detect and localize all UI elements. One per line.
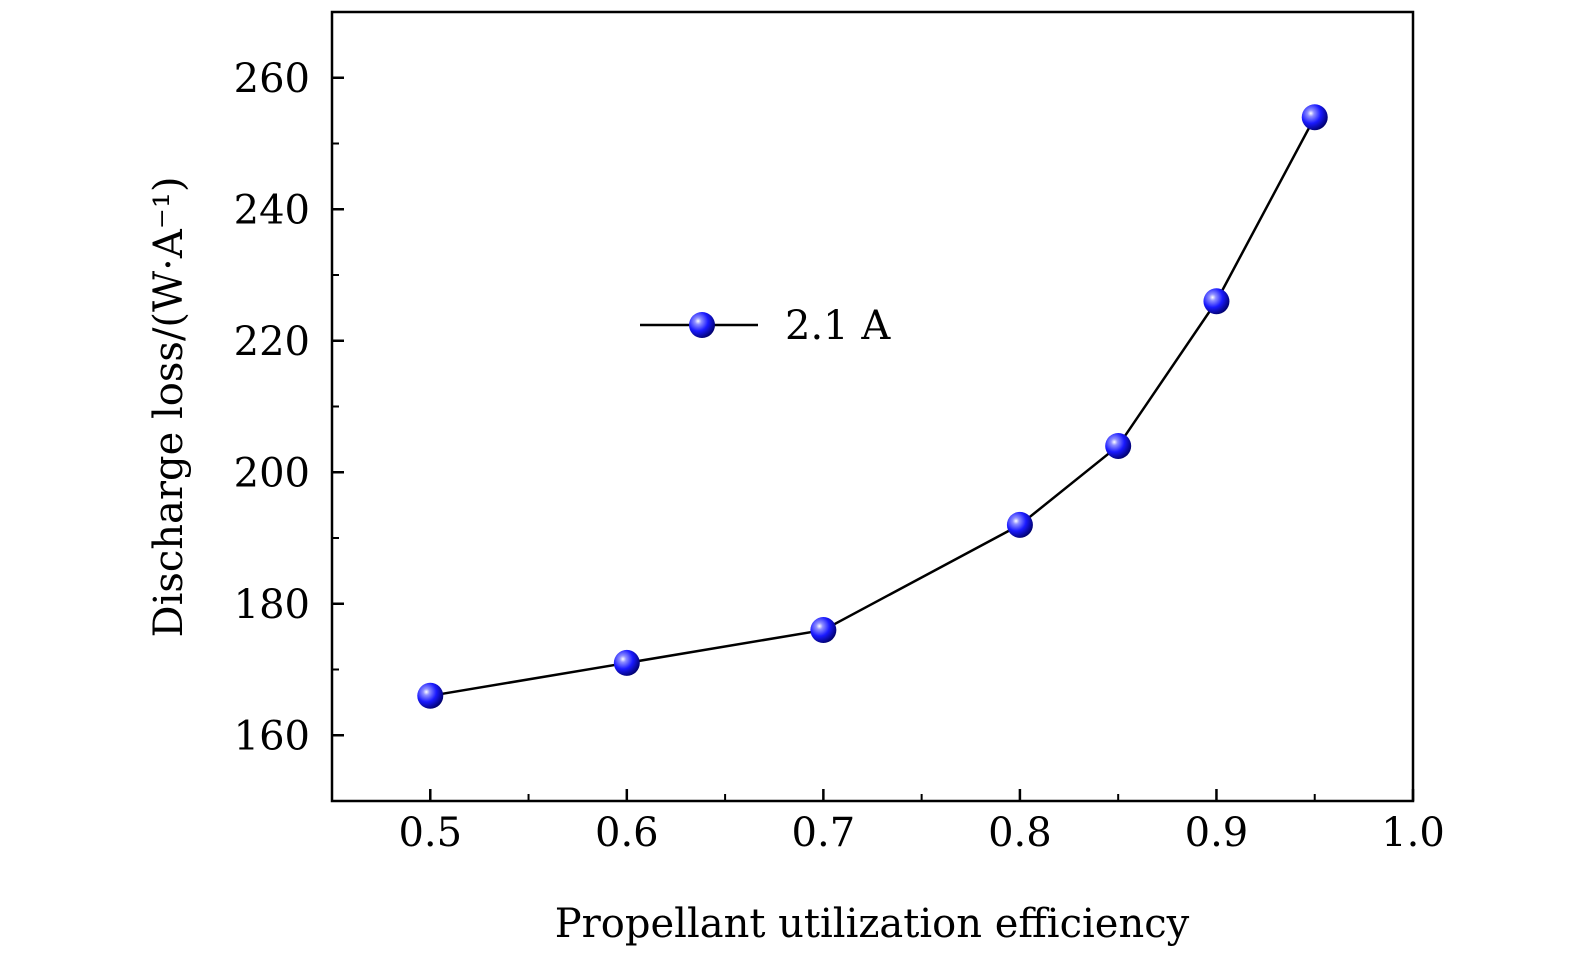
y-tick-label: 240	[234, 187, 310, 233]
y-tick-label: 160	[234, 713, 310, 759]
legend-label: 2.1 A	[785, 303, 891, 349]
y-tick-label: 260	[234, 56, 310, 102]
x-tick-label: 1.0	[1381, 810, 1445, 856]
y-axis-title: Discharge loss/(W·A⁻¹)	[146, 177, 192, 638]
x-tick-label: 0.6	[595, 810, 659, 856]
plot-area-frame	[330, 10, 1415, 803]
x-axis-title: Propellant utilization efficiency	[555, 901, 1190, 947]
data-point	[1301, 104, 1328, 131]
y-axis-ticks	[332, 76, 344, 737]
data-point	[1105, 432, 1132, 459]
data-point	[417, 682, 444, 709]
legend-marker	[689, 312, 715, 338]
y-tick-label: 200	[234, 450, 310, 496]
legend: 2.1 A	[640, 303, 891, 349]
data-point	[1006, 511, 1033, 538]
y-tick-label: 220	[234, 319, 310, 365]
x-tick-label: 0.7	[792, 810, 856, 856]
x-tick-label: 0.8	[988, 810, 1052, 856]
data-point	[1203, 288, 1230, 315]
data-point	[613, 649, 640, 676]
x-axis-ticks	[429, 789, 1415, 801]
y-axis-tick-labels: 160 180 200 220 240 260	[234, 56, 310, 760]
x-axis-tick-labels: 0.5 0.6 0.7 0.8 0.9 1.0	[398, 810, 1444, 856]
x-tick-label: 0.9	[1185, 810, 1249, 856]
y-tick-label: 180	[234, 582, 310, 628]
data-point	[810, 617, 837, 644]
x-tick-label: 0.5	[398, 810, 462, 856]
series-layer	[417, 104, 1328, 709]
series-line	[430, 116, 1316, 698]
